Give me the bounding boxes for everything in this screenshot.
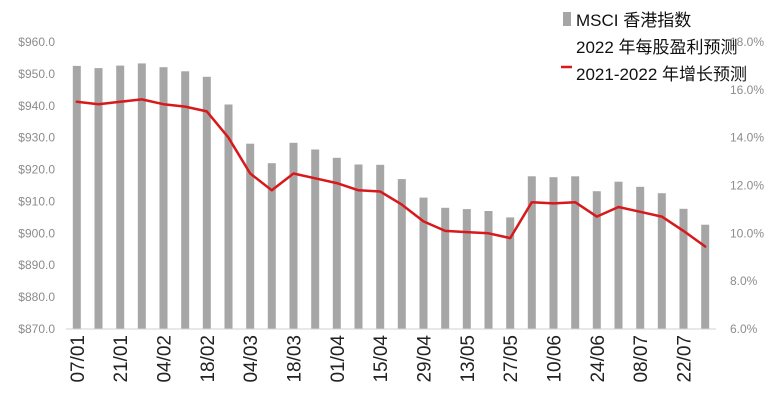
growth-line-layer bbox=[75, 98, 707, 248]
eps-bar bbox=[701, 224, 710, 329]
left-tick-label: $870.0 bbox=[18, 322, 55, 336]
eps-bars bbox=[72, 63, 710, 330]
right-tick-label: 8.0% bbox=[730, 274, 758, 288]
left-axis: $870.0 $880.0 $890.0 $900.0 $910.0 $920.0 $930… bbox=[18, 35, 55, 336]
left-tick-label: $900.0 bbox=[18, 226, 55, 240]
eps-bar bbox=[571, 176, 580, 329]
eps-bar bbox=[397, 179, 406, 329]
x-tick-label: 27/05 bbox=[501, 335, 522, 383]
right-tick-label: 16.0% bbox=[730, 83, 764, 97]
left-tick-label: $940.0 bbox=[18, 99, 55, 113]
eps-bar bbox=[527, 176, 536, 329]
legend-label-eps: 2022 年每股盈利预测 bbox=[576, 38, 738, 57]
eps-bar bbox=[592, 191, 601, 329]
left-tick-label: $910.0 bbox=[18, 194, 55, 208]
x-tick-label: 24/06 bbox=[588, 335, 609, 383]
eps-bar bbox=[94, 68, 103, 329]
x-tick-label: 13/05 bbox=[458, 335, 479, 383]
eps-bar bbox=[311, 149, 320, 329]
eps-bar bbox=[441, 207, 450, 329]
growth-line bbox=[75, 98, 707, 248]
right-tick-label: 6.0% bbox=[730, 322, 758, 336]
x-tick-label: 04/03 bbox=[241, 335, 262, 383]
eps-bar bbox=[484, 211, 493, 329]
legend: MSCI 香港指数 2022 年每股盈利预测 2021-2022 年增长预测 bbox=[561, 11, 747, 84]
eps-bar bbox=[419, 197, 428, 329]
eps-bar bbox=[246, 143, 255, 329]
eps-bar bbox=[332, 157, 341, 329]
eps-bar bbox=[202, 76, 211, 329]
left-tick-label: $960.0 bbox=[18, 35, 55, 49]
x-tick-label: 21/01 bbox=[111, 335, 132, 383]
left-tick-label: $930.0 bbox=[18, 131, 55, 145]
eps-bar bbox=[614, 181, 623, 329]
eps-bar bbox=[267, 163, 276, 329]
eps-bar bbox=[549, 177, 558, 329]
x-tick-label: 10/06 bbox=[545, 335, 566, 383]
eps-bar bbox=[636, 186, 645, 329]
right-axis: 6.0% 8.0% 10.0% 12.0% 14.0% 16.0% 18.0% bbox=[730, 35, 764, 336]
x-tick-label: 18/02 bbox=[198, 335, 219, 383]
eps-bar bbox=[116, 65, 125, 329]
right-tick-label: 12.0% bbox=[730, 179, 764, 193]
right-tick-label: 10.0% bbox=[730, 226, 764, 240]
x-tick-label: 04/02 bbox=[155, 335, 176, 383]
left-tick-label: $890.0 bbox=[18, 258, 55, 272]
right-tick-label: 14.0% bbox=[730, 131, 764, 145]
eps-bar bbox=[462, 209, 471, 329]
x-axis: 07/01 21/01 04/02 18/02 04/03 18/03 01/04 15/04… bbox=[66, 328, 716, 383]
legend-bar-swatch bbox=[563, 12, 571, 26]
legend-label-eps: MSCI 香港指数 bbox=[576, 11, 691, 30]
x-tick-label: 07/01 bbox=[68, 335, 89, 383]
eps-bar bbox=[137, 63, 146, 330]
x-tick-label: 18/03 bbox=[285, 335, 306, 383]
eps-bar bbox=[289, 142, 298, 329]
eps-bar bbox=[72, 65, 81, 330]
eps-bar bbox=[181, 71, 190, 330]
eps-bar bbox=[376, 164, 385, 329]
eps-bar bbox=[224, 104, 233, 329]
x-tick-label: 08/07 bbox=[631, 335, 652, 383]
right-tick-label: 18.0% bbox=[730, 35, 764, 49]
eps-bar bbox=[159, 67, 168, 329]
x-tick-label: 22/07 bbox=[675, 335, 696, 383]
x-tick-label: 29/04 bbox=[415, 335, 436, 383]
eps-bar bbox=[354, 164, 363, 329]
left-tick-label: $950.0 bbox=[18, 67, 55, 81]
legend-label-growth: 2021-2022 年增长预测 bbox=[576, 65, 747, 84]
eps-bar bbox=[679, 208, 688, 329]
eps-bar bbox=[506, 217, 515, 329]
x-tick-label: 01/04 bbox=[328, 335, 349, 383]
left-tick-label: $880.0 bbox=[18, 290, 55, 304]
left-tick-label: $920.0 bbox=[18, 163, 55, 177]
x-tick-label: 15/04 bbox=[371, 335, 392, 383]
eps-bar bbox=[657, 193, 666, 329]
